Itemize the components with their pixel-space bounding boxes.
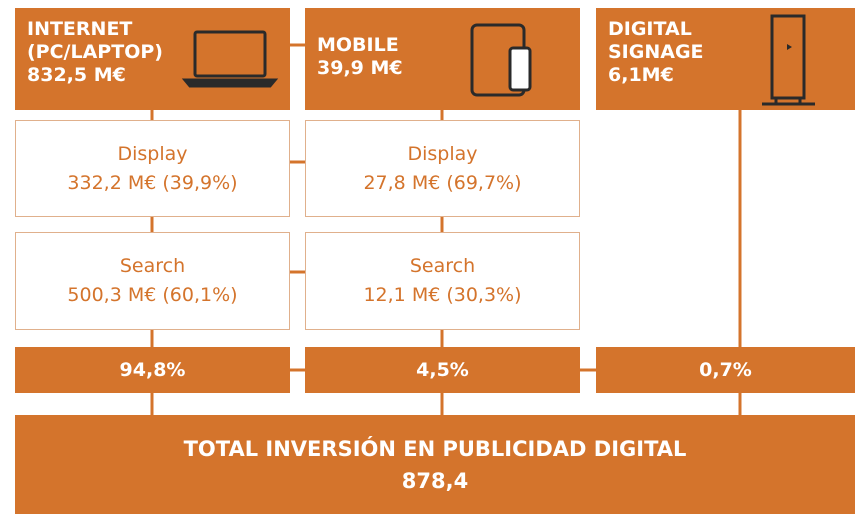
header-title: INTERNET [27,18,133,40]
header-title: MOBILE [317,34,399,56]
label: Display [407,142,478,165]
search-box: Search 500,3 M€ (60,1%) [15,232,290,330]
value: 500,3 M€ (60,1%) [67,284,238,306]
total: TOTAL INVERSIÓN EN PUBLICIDAD DIGITAL 87… [15,415,855,514]
header-amount: 6,1M€ [608,64,674,86]
header-title: DIGITAL [608,18,692,40]
share: 94,8% [15,347,290,393]
value: 332,2 M€ (39,9%) [67,171,238,194]
header-title: SIGNAGE [608,41,704,63]
mobile-header: MOBILE 39,9 M€ [305,8,580,110]
value: 12,1 M€ (30,3%) [363,284,522,306]
share: 4,5% [305,347,580,393]
total-value: 878,4 [401,468,469,493]
header-title: (PC/LAPTOP) [27,41,163,63]
signage-header: DIGITAL SIGNAGE 6,1M€ [596,8,855,110]
label: Search [119,255,186,277]
header-amount: 39,9 M€ [317,57,403,79]
internet-header: INTERNET (PC/LAPTOP) 832,5 M€ [15,8,290,110]
display-box: Display 332,2 M€ (39,9%) [15,120,290,217]
value: 27,8 M€ (69,7%) [363,171,522,194]
share: 0,7% [596,347,855,393]
label: Search [409,255,476,277]
total-title: TOTAL INVERSIÓN EN PUBLICIDAD DIGITAL [183,436,687,461]
label: Display [117,142,188,165]
display-box: Display 27,8 M€ (69,7%) [305,120,580,217]
search-box: Search 12,1 M€ (30,3%) [305,232,580,330]
header-amount: 832,5 M€ [27,64,126,86]
